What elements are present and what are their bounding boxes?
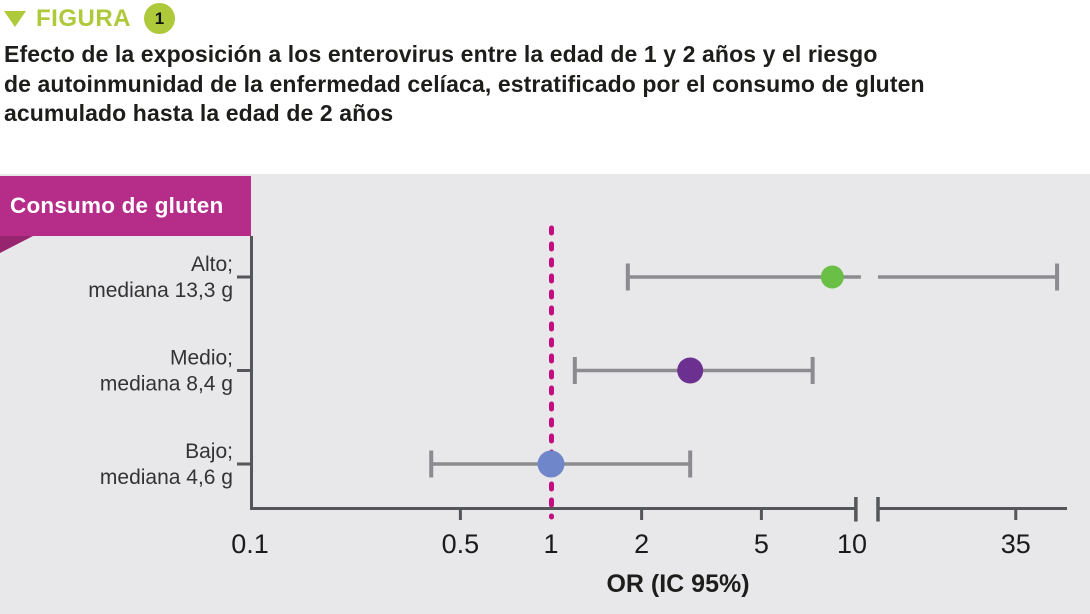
figure-title: Efecto de la exposición a los enteroviru… bbox=[4, 41, 925, 126]
row-sublabel: mediana 8,4 g bbox=[100, 373, 233, 396]
or-marker bbox=[537, 450, 565, 478]
x-tick-label: 10 bbox=[837, 529, 867, 559]
figure-label: FIGURA bbox=[36, 4, 131, 32]
x-tick-label: 2 bbox=[634, 529, 649, 559]
figure-triangle-icon bbox=[4, 10, 26, 27]
row-sublabel: mediana 4,6 g bbox=[100, 466, 233, 489]
figure-tag: FIGURA 1 bbox=[4, 3, 175, 34]
row-label: Medio; bbox=[170, 347, 233, 370]
x-tick-label: 5 bbox=[754, 529, 769, 559]
figure-number-badge: 1 bbox=[144, 3, 175, 34]
row-label: Bajo; bbox=[185, 440, 233, 463]
gluten-header-fold-icon bbox=[0, 236, 33, 253]
or-marker bbox=[677, 357, 704, 384]
row-label: Alto; bbox=[191, 253, 233, 276]
gluten-consumption-label: Consumo de gluten bbox=[10, 193, 224, 218]
forest-plot: 0.1 0.5 1 2 5 10 35 Alto; mediana 13,3 g Medio; me… bbox=[88, 225, 1067, 559]
x-tick-label: 0.5 bbox=[442, 529, 480, 559]
x-tick-label: 0.1 bbox=[231, 529, 269, 559]
x-axis-title: OR (IC 95%) bbox=[606, 570, 750, 598]
figure-number: 1 bbox=[154, 8, 165, 28]
chart-panel: 0.1 0.5 1 2 5 10 35 Alto; mediana 13,3 g Medio; me… bbox=[0, 174, 1090, 614]
or-marker bbox=[820, 265, 844, 289]
x-tick-label: 35 bbox=[1001, 529, 1031, 559]
x-tick-label: 1 bbox=[543, 529, 558, 559]
row-sublabel: mediana 13,3 g bbox=[88, 279, 233, 302]
gluten-consumption-header: Consumo de gluten bbox=[0, 176, 251, 236]
